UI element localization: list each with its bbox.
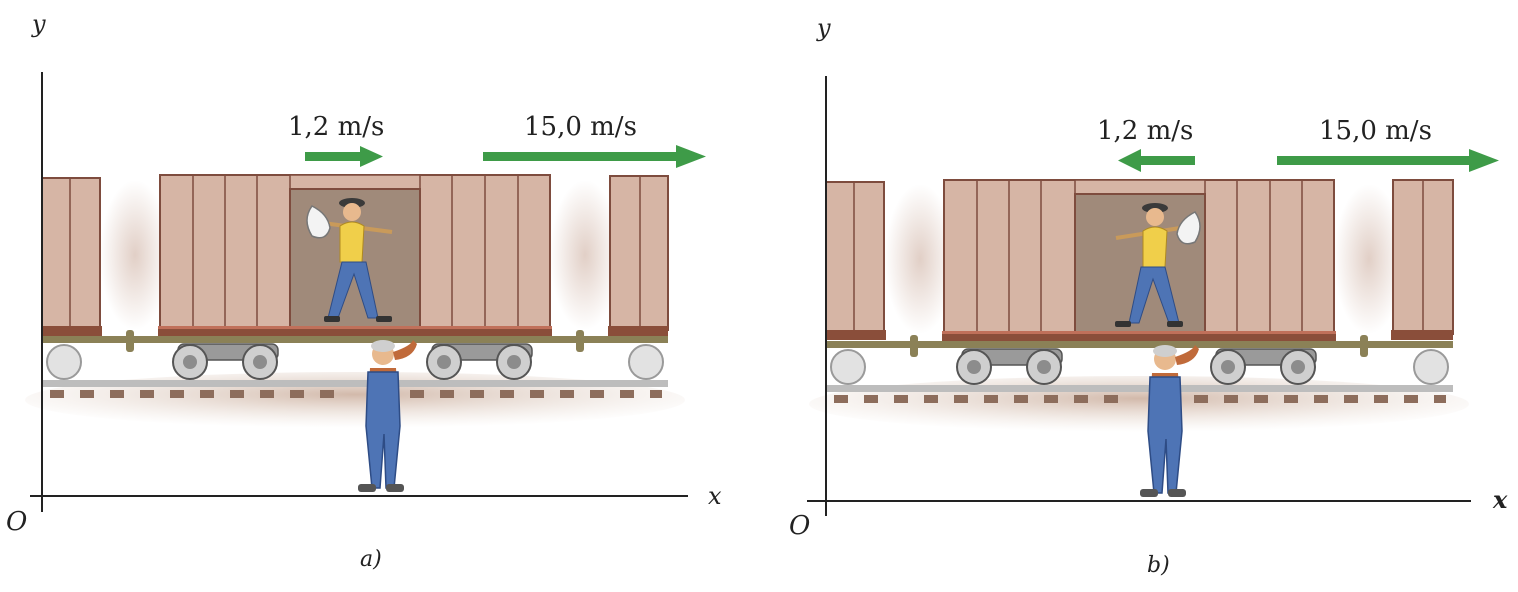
wheel-truck-left <box>956 348 1063 385</box>
left-boxcar <box>825 181 886 340</box>
rail <box>826 385 1453 392</box>
train-velocity-arrow <box>1277 149 1499 172</box>
ground-shadow <box>809 376 1469 432</box>
wheel-truck-right <box>426 343 533 380</box>
diagram-a: y x O 1,2 m/s 15,0 m/s a) <box>6 10 722 572</box>
x-axis-label: x <box>1492 485 1508 514</box>
walker-velocity-arrow <box>305 146 383 167</box>
motion-blur-right <box>550 180 620 330</box>
rail-worker <box>358 340 417 492</box>
walking-man <box>1115 203 1201 327</box>
walker-speed-label: 1,2 m/s <box>288 112 384 142</box>
wheel-right-car <box>1413 349 1449 385</box>
left-boxcar <box>41 177 102 336</box>
rail-worker <box>1140 345 1199 497</box>
panel-a: y x O 1,2 m/s 15,0 m/s a) <box>0 0 759 588</box>
caption-a: a) <box>360 547 382 572</box>
wheel-left-car <box>830 349 866 385</box>
right-boxcar <box>1391 179 1454 340</box>
right-boxcar <box>608 175 669 336</box>
walker-velocity-arrow <box>1118 149 1195 172</box>
diagram-b: y x O 1,2 m/s 15,0 m/s b) <box>789 14 1508 578</box>
train-velocity-arrow <box>483 145 706 168</box>
y-axis-label: y <box>31 10 46 38</box>
rail <box>42 380 668 387</box>
coupler-bar <box>42 336 668 343</box>
train-speed-label: 15,0 m/s <box>1319 116 1432 146</box>
wheel-truck-right <box>1210 348 1317 385</box>
train-speed-label: 15,0 m/s <box>524 112 637 142</box>
motion-blur-left <box>100 180 170 330</box>
coupler-bar <box>826 341 1453 348</box>
wheel-right-car <box>628 344 664 380</box>
walking-man <box>306 198 393 322</box>
caption-b: b) <box>1147 553 1170 578</box>
railroad-ties <box>50 390 662 398</box>
panel-b: y x O 1,2 m/s 15,0 m/s b) <box>759 0 1518 588</box>
walker-speed-label: 1,2 m/s <box>1097 116 1193 146</box>
railroad-ties <box>834 395 1446 403</box>
origin-label: O <box>789 511 810 541</box>
wheel-left-car <box>46 344 82 380</box>
main-boxcar <box>942 179 1336 343</box>
wheel-truck-left <box>172 343 279 380</box>
origin-label: O <box>6 507 27 537</box>
y-axis-label: y <box>816 14 831 42</box>
x-axis-label: x <box>708 482 722 510</box>
